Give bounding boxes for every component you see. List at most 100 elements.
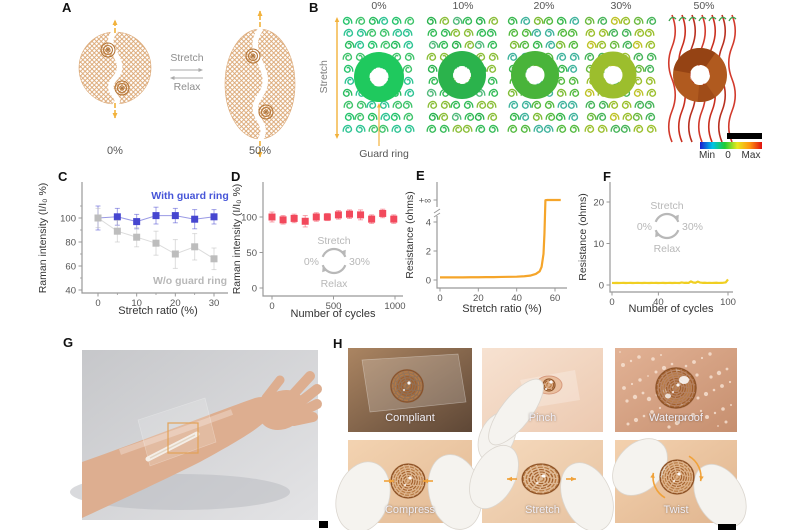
colorbar-min-label: Min xyxy=(698,150,716,161)
photo-label-waterproof: Waterproof xyxy=(648,412,703,424)
cycle-top-label: Stretch xyxy=(317,235,350,247)
x-tick-label: 0 xyxy=(95,298,100,309)
photo-label-stretch: Stretch xyxy=(525,504,560,516)
data-point xyxy=(113,227,121,235)
highlight-box xyxy=(167,422,199,454)
y-tick-label: 100 xyxy=(60,213,76,224)
cycle-right-label: 30% xyxy=(682,221,703,233)
data-point xyxy=(290,214,298,222)
x-tick-label: 30 xyxy=(209,298,220,309)
x-axis-label: Number of cycles xyxy=(291,308,376,320)
y-tick-label: 0 xyxy=(426,275,431,286)
data-point xyxy=(133,218,141,226)
data-point xyxy=(312,213,320,221)
x-axis-label: Stretch ratio (%) xyxy=(462,303,541,315)
copper-mesh-coil xyxy=(659,459,695,495)
y-tick-label: 80 xyxy=(65,237,76,248)
scale-bar-g xyxy=(319,521,328,528)
strain-50-label: 50% xyxy=(248,145,272,157)
cycle-right-label: 30% xyxy=(349,256,370,268)
b-stretch-axis-label: Stretch xyxy=(318,60,331,94)
data-point xyxy=(94,214,102,222)
data-point xyxy=(268,213,276,221)
data-point xyxy=(171,250,179,258)
y-tick-label: 4 xyxy=(426,217,431,228)
panel-h-photos xyxy=(335,348,747,530)
data-point xyxy=(390,215,398,223)
y-tick-label: 20 xyxy=(593,197,604,208)
panel-label-h: H xyxy=(333,336,343,351)
cycle-left-label: 0% xyxy=(304,256,319,268)
y-tick-label: 50 xyxy=(246,248,257,259)
panel-label-g: G xyxy=(63,335,74,350)
b-strain-20: 20% xyxy=(533,0,555,12)
data-line xyxy=(440,198,561,279)
b-strain-50: 50% xyxy=(693,0,715,12)
b-strain-30: 30% xyxy=(610,0,632,12)
data-point xyxy=(345,210,353,218)
y-tick-label: 0 xyxy=(252,283,257,294)
y-tick-label: 2 xyxy=(426,246,431,257)
series-label: W/o guard ring xyxy=(153,275,227,287)
x-tick-label: 60 xyxy=(550,293,561,304)
panel-b-simulation xyxy=(334,14,737,146)
glove-finger xyxy=(469,445,519,509)
x-tick-label: 100 xyxy=(720,297,736,308)
photo-label-compress: Compress xyxy=(384,504,436,516)
colorbar-max-label: Max xyxy=(741,150,761,161)
scale-bar-h xyxy=(718,524,736,530)
guard-ring-label: Guard ring xyxy=(359,148,409,160)
colorbar-zero-label: 0 xyxy=(725,150,731,161)
copper-mesh-coil xyxy=(521,463,561,495)
panel-label-d: D xyxy=(231,169,241,184)
panel-label-f: F xyxy=(603,169,611,184)
x-axis-label: Number of cycles xyxy=(629,303,714,315)
x-tick-label: 20 xyxy=(170,298,181,309)
photo-label-twist: Twist xyxy=(663,504,689,516)
copper-mesh-coil xyxy=(390,369,424,403)
y-tick-label: 100 xyxy=(241,212,257,223)
copper-mesh-coil xyxy=(390,463,426,499)
data-point xyxy=(152,212,160,220)
cycle-left-label: 0% xyxy=(637,221,652,233)
scale-bar-b xyxy=(727,133,762,139)
y-tick-label: 60 xyxy=(65,261,76,272)
x-tick-label: 40 xyxy=(653,297,664,308)
b-strain-0: 0% xyxy=(371,0,387,12)
photo-label-pinch: Pinch xyxy=(528,412,557,424)
data-point xyxy=(152,239,160,247)
forearm xyxy=(82,396,274,518)
x-tick-label: 0 xyxy=(609,297,614,308)
x-axis-label: Stretch ratio (%) xyxy=(118,305,197,317)
panel-label-e: E xyxy=(416,168,425,183)
photo-arm-overview xyxy=(70,350,322,520)
y-axis-label: Raman intensity (I/I₀ %) xyxy=(231,184,243,295)
cycle-top-label: Stretch xyxy=(650,200,683,212)
data-point xyxy=(301,217,309,225)
mesh-panel-2 xyxy=(507,16,580,133)
panel-label-a: A xyxy=(62,0,72,15)
relax-label: Relax xyxy=(173,81,201,93)
data-point xyxy=(210,255,218,263)
data-point xyxy=(279,216,287,224)
cycle-bottom-label: Relax xyxy=(654,243,682,255)
panel-label-b: B xyxy=(309,0,319,15)
x-tick-label: 0 xyxy=(269,301,274,312)
x-tick-label: 1000 xyxy=(384,301,405,312)
data-line xyxy=(611,278,729,285)
photo-label-compliant: Compliant xyxy=(385,412,435,424)
cycle-bottom-label: Relax xyxy=(321,278,349,290)
strain-0-label: 0% xyxy=(107,145,123,157)
data-point xyxy=(113,213,121,221)
data-point xyxy=(191,215,199,223)
infinity-tick-label: +∞ xyxy=(419,195,432,206)
panel-label-c: C xyxy=(58,169,68,184)
stretch-label: Stretch xyxy=(170,52,204,64)
x-tick-label: 0 xyxy=(437,293,442,304)
chart-C: 40 60 80 100 0 10 20 30 Stretch ratio (%) Raman i… xyxy=(37,182,229,317)
copper-mesh-coil xyxy=(542,378,556,392)
